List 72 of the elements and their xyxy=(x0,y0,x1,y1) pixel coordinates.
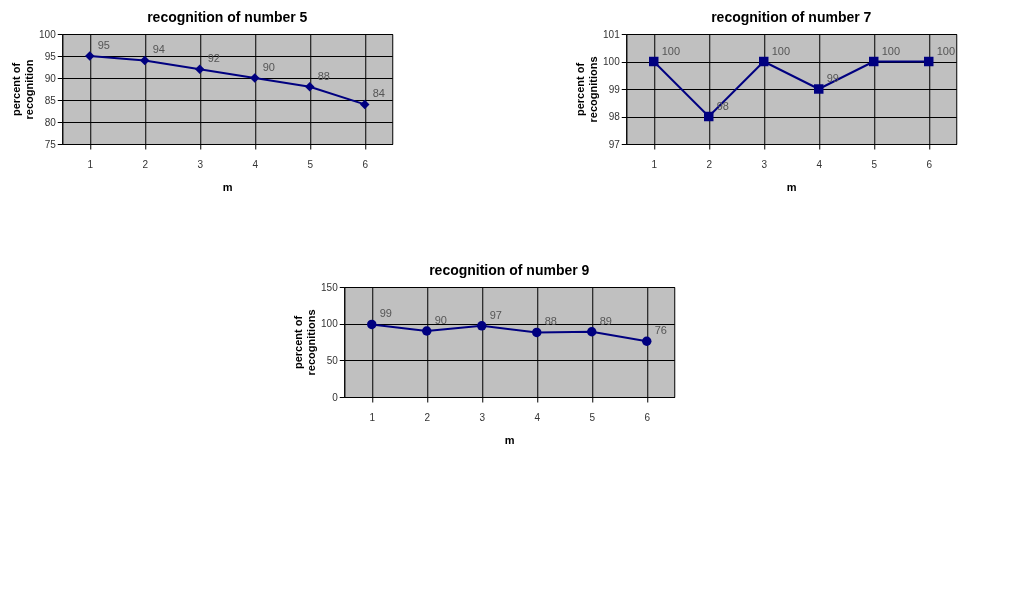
point xyxy=(140,55,150,66)
data-label: 95 xyxy=(97,39,110,51)
x-tick-label: 4 xyxy=(816,158,823,170)
x-tick-label: 3 xyxy=(761,158,768,170)
y-tick-label: 150 xyxy=(321,281,339,293)
x-tick-label: 5 xyxy=(307,158,314,170)
point xyxy=(869,56,879,67)
y-tick-label: 100 xyxy=(603,56,621,67)
data-label: 90 xyxy=(434,314,447,326)
x-tick-label: 6 xyxy=(644,411,651,423)
y-tick-label: 95 xyxy=(44,50,57,62)
y-tick-label: 0 xyxy=(332,391,339,403)
x-tick-label: 2 xyxy=(424,411,431,423)
point xyxy=(814,84,824,94)
x-tick-label: 5 xyxy=(871,158,878,170)
point xyxy=(305,82,315,92)
y-tick-label: 101 xyxy=(603,28,621,40)
y-axis-title: percent of recognitions xyxy=(292,309,318,376)
data-label: 94 xyxy=(152,43,165,56)
x-tick-label: 6 xyxy=(362,158,369,170)
point xyxy=(704,111,714,122)
point xyxy=(642,336,652,346)
x-tick-label: 2 xyxy=(706,158,713,170)
x-tick-label: 1 xyxy=(651,158,658,170)
x-tick-label: 1 xyxy=(369,411,376,423)
data-label: 99 xyxy=(826,72,839,84)
y-tick-label: 75 xyxy=(44,138,57,150)
x-tick-label: 3 xyxy=(197,158,204,170)
data-label: 76 xyxy=(654,324,667,337)
y-tick-label: 98 xyxy=(608,111,621,122)
data-label: 89 xyxy=(599,314,612,327)
point xyxy=(360,99,370,110)
x-tick-label: 5 xyxy=(589,411,596,423)
x-tick-label: 3 xyxy=(479,411,486,423)
data-label: 99 xyxy=(379,307,392,320)
point xyxy=(587,327,597,337)
x-axis-title: m xyxy=(222,180,233,193)
point xyxy=(422,326,432,336)
y-tick-label: 85 xyxy=(44,94,57,106)
chart-title: recognition of number 5 xyxy=(147,9,308,25)
data-label: 100 xyxy=(881,44,901,57)
chart-title: recognition of number 9 xyxy=(429,262,590,278)
y-tick-label: 50 xyxy=(326,354,339,366)
x-axis-title: m xyxy=(786,180,797,193)
point xyxy=(924,56,934,67)
chart-title: recognition of number 7 xyxy=(711,9,872,25)
x-tick-label: 1 xyxy=(87,158,94,170)
y-tick-label: 100 xyxy=(39,28,57,40)
x-axis-title: m xyxy=(504,433,515,446)
x-tick-label: 6 xyxy=(926,158,933,170)
y-tick-label: 80 xyxy=(44,116,57,128)
y-axis-title: percent of recognitions xyxy=(574,56,600,123)
data-label: 100 xyxy=(936,44,956,57)
data-label: 100 xyxy=(661,44,681,57)
data-label: 90 xyxy=(262,61,275,73)
point xyxy=(532,327,542,338)
y-tick-label: 90 xyxy=(44,72,57,84)
point xyxy=(195,64,205,74)
point xyxy=(367,319,377,330)
point xyxy=(759,56,769,67)
data-label: 84 xyxy=(372,87,385,100)
point xyxy=(649,56,659,67)
x-tick-label: 4 xyxy=(252,158,259,170)
x-tick-label: 2 xyxy=(142,158,149,170)
y-tick-label: 99 xyxy=(608,83,621,95)
point xyxy=(477,321,487,331)
x-tick-label: 4 xyxy=(534,411,541,423)
y-tick-label: 97 xyxy=(608,138,621,150)
data-label: 100 xyxy=(771,44,791,57)
y-tick-label: 100 xyxy=(321,318,339,330)
data-label: 97 xyxy=(489,308,502,321)
y-axis-title: percent of recognition xyxy=(10,59,36,120)
